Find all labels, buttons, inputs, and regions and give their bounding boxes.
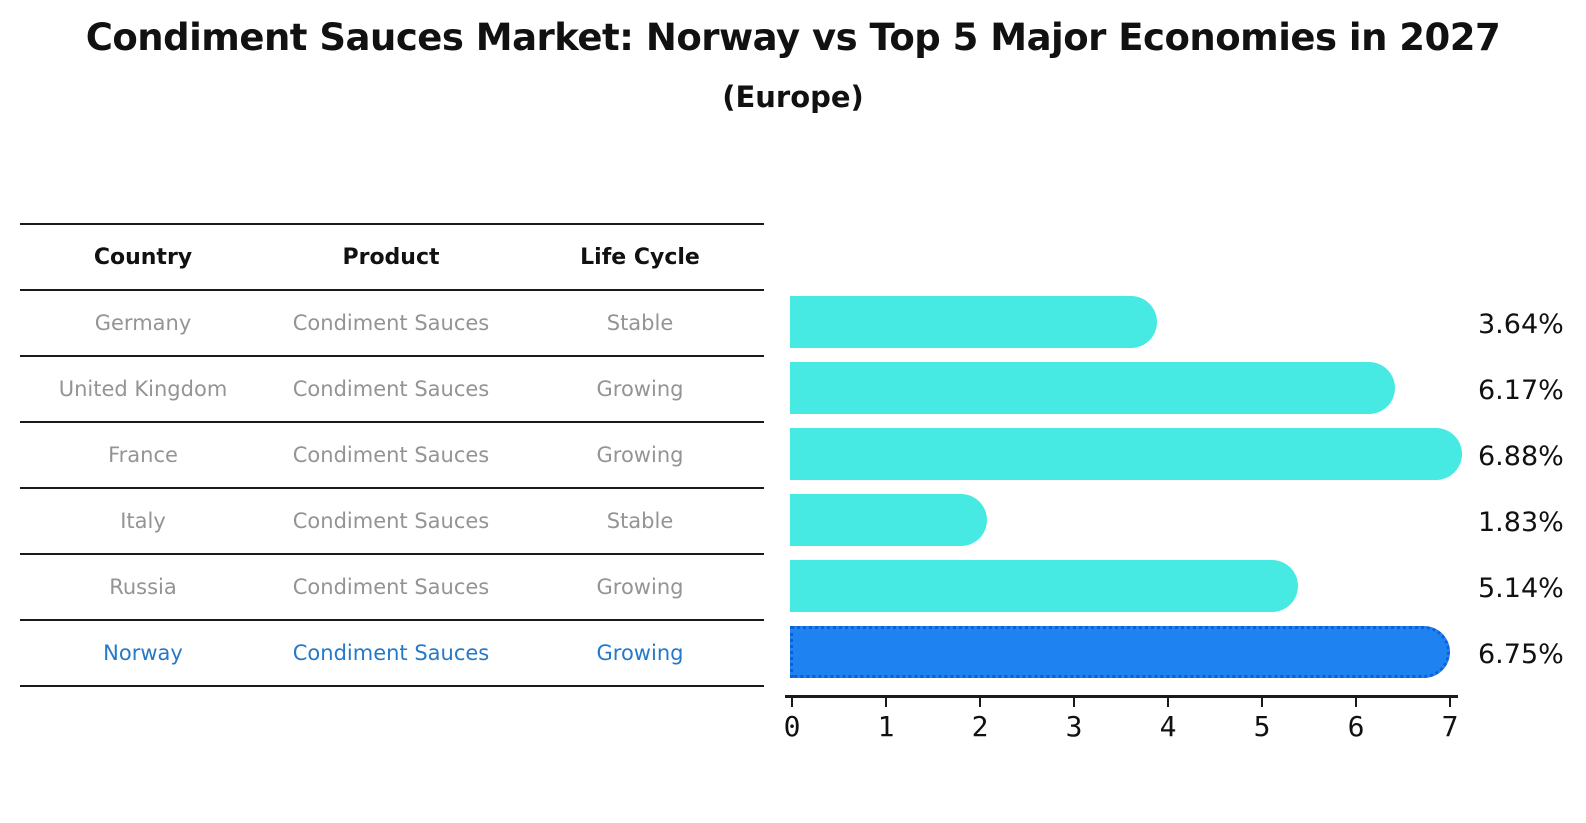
- product-cell: Condiment Sauces: [292, 641, 490, 665]
- col-header-country: Country: [93, 244, 193, 270]
- table-row: Italy Condiment Sauces Stable: [20, 487, 764, 553]
- bar-value-label: 5.14%: [1478, 573, 1564, 604]
- lifecycle-cell: Growing: [596, 443, 684, 467]
- x-axis-tick: [1261, 698, 1263, 707]
- product-cell: Condiment Sauces: [292, 377, 490, 401]
- table-row: United Kingdom Condiment Sauces Growing: [20, 355, 764, 421]
- lifecycle-cell: Growing: [596, 377, 684, 401]
- x-axis-tick-label: 0: [783, 710, 801, 743]
- bar-value-label: 6.88%: [1478, 441, 1564, 472]
- product-cell: Condiment Sauces: [292, 575, 490, 599]
- bar-value-label: 6.75%: [1478, 639, 1564, 670]
- col-header-product: Product: [342, 244, 440, 270]
- bar-value-label: 1.83%: [1478, 507, 1564, 538]
- table-row: France Condiment Sauces Growing: [20, 421, 764, 487]
- bar-value-label: 3.64%: [1478, 309, 1564, 340]
- bar-italy: [790, 494, 988, 546]
- x-axis-tick: [979, 698, 981, 707]
- bar-norway: [790, 626, 1450, 678]
- chart-title: Condiment Sauces Market: Norway vs Top 5…: [85, 16, 1501, 59]
- x-axis-tick: [885, 698, 887, 707]
- lifecycle-cell: Stable: [606, 311, 674, 335]
- x-axis-tick: [791, 698, 793, 707]
- x-axis-line: [785, 695, 1458, 698]
- table-row: Germany Condiment Sauces Stable: [20, 289, 764, 355]
- bar-russia: [790, 560, 1299, 612]
- country-cell: Russia: [109, 575, 177, 599]
- bar-united-kingdom: [790, 362, 1395, 414]
- x-axis-tick-label: 5: [1253, 710, 1271, 743]
- product-cell: Condiment Sauces: [292, 311, 490, 335]
- x-axis-tick: [1073, 698, 1075, 707]
- table-header-row: Country Product Life Cycle: [20, 223, 764, 289]
- x-axis-tick-label: 4: [1159, 710, 1177, 743]
- bar-france: [790, 428, 1462, 480]
- col-header-lifecycle: Life Cycle: [580, 244, 700, 270]
- bar-value-label: 6.17%: [1478, 375, 1564, 406]
- bar-germany: [790, 296, 1158, 348]
- table-row: Norway Condiment Sauces Growing: [20, 619, 764, 685]
- lifecycle-cell: Stable: [606, 509, 674, 533]
- x-axis-tick-label: 6: [1347, 710, 1365, 743]
- data-table: Country Product Life Cycle Germany Condi…: [20, 223, 764, 687]
- x-axis-tick-label: 3: [1065, 710, 1083, 743]
- x-axis-tick-label: 2: [971, 710, 989, 743]
- x-axis-tick: [1355, 698, 1357, 707]
- lifecycle-cell: Growing: [596, 575, 684, 599]
- chart-subtitle: (Europe): [722, 80, 864, 114]
- table-row: Russia Condiment Sauces Growing: [20, 553, 764, 619]
- x-axis-tick-label: 7: [1441, 710, 1459, 743]
- product-cell: Condiment Sauces: [292, 509, 490, 533]
- country-cell: Norway: [103, 641, 183, 665]
- country-cell: United Kingdom: [58, 377, 228, 401]
- product-cell: Condiment Sauces: [292, 443, 490, 467]
- x-axis-tick: [1449, 698, 1451, 707]
- country-cell: Italy: [120, 509, 166, 533]
- x-axis-tick: [1167, 698, 1169, 707]
- country-cell: Germany: [94, 311, 192, 335]
- x-axis-tick-label: 1: [877, 710, 895, 743]
- country-cell: France: [108, 443, 178, 467]
- lifecycle-cell: Growing: [596, 641, 684, 665]
